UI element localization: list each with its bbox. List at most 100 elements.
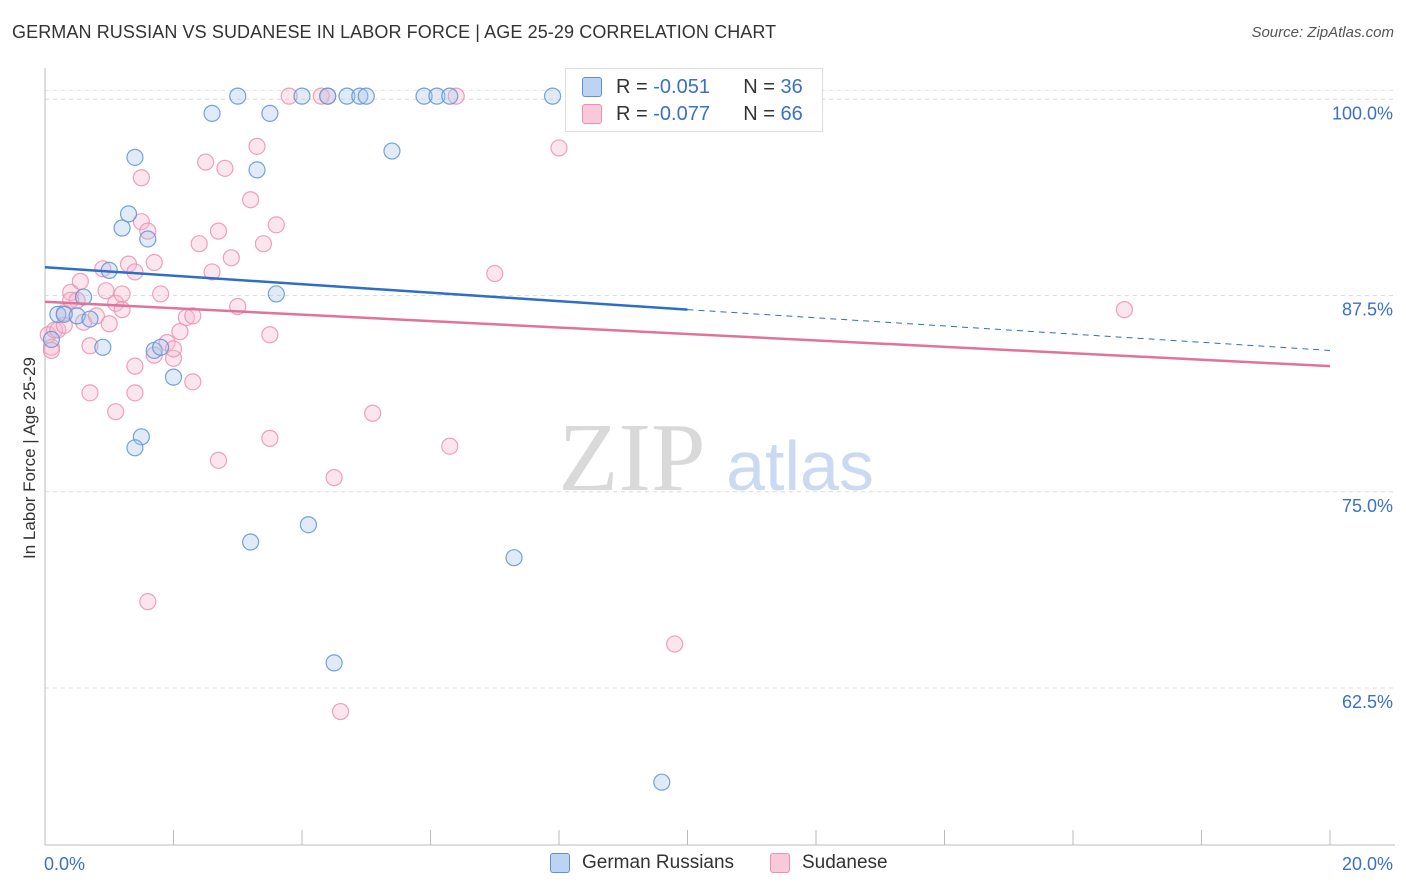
data-point <box>325 654 343 672</box>
data-point <box>81 337 99 355</box>
data-point <box>49 305 67 323</box>
data-point <box>164 368 183 386</box>
data-point <box>364 404 382 422</box>
data-point <box>203 104 221 122</box>
legend-item-german-russians: German Russians <box>550 852 734 874</box>
data-point <box>68 307 86 325</box>
y-tick-label: 62.5% <box>1342 692 1393 712</box>
data-point <box>42 330 61 349</box>
data-point <box>113 219 131 237</box>
data-point <box>550 139 568 157</box>
data-point <box>71 272 89 290</box>
legend-series-name: Sudanese <box>802 852 888 873</box>
data-point <box>81 310 99 328</box>
data-point <box>299 516 318 534</box>
data-point <box>139 230 157 248</box>
data-point <box>190 235 208 253</box>
data-point <box>229 87 247 105</box>
series-legend: German Russians Sudanese <box>0 852 1406 876</box>
data-point <box>126 148 144 166</box>
data-point <box>139 593 157 611</box>
data-point <box>209 451 228 469</box>
legend-row-german-russians: R = -0.051 N = 36 <box>582 75 803 99</box>
data-point <box>126 384 144 402</box>
data-point <box>331 702 350 721</box>
watermark: ZIP atlas <box>559 404 874 512</box>
data-point <box>415 87 433 105</box>
legend-swatch-pink <box>770 853 790 873</box>
watermark-atlas: atlas <box>726 427 874 505</box>
data-point <box>441 87 459 105</box>
data-point <box>126 357 144 375</box>
trend-line-german-russians-extension <box>687 309 1331 351</box>
y-tick-label: 75.0% <box>1342 496 1393 516</box>
data-point <box>164 340 183 358</box>
data-point <box>441 437 459 455</box>
source-label: Source: ZipAtlas.com <box>1251 24 1394 41</box>
trend-line-sudanese <box>44 300 1331 368</box>
data-point <box>132 169 150 187</box>
legend-r-label: R = <box>616 75 648 98</box>
data-point <box>261 429 279 447</box>
data-point <box>164 349 183 367</box>
y-tick-label: 100.0% <box>1332 103 1393 123</box>
legend-row-sudanese: R = -0.077 N = 66 <box>582 102 803 126</box>
data-point <box>222 249 240 267</box>
data-point <box>254 235 273 253</box>
data-point <box>261 326 279 344</box>
data-point <box>184 307 202 325</box>
data-point <box>100 315 118 333</box>
data-point <box>113 285 131 303</box>
data-point <box>209 222 228 240</box>
data-point <box>197 153 215 171</box>
data-point <box>1115 301 1134 319</box>
german-russians-points <box>42 87 671 791</box>
data-point <box>203 263 221 281</box>
x-tick-label: 20.0% <box>1342 854 1393 874</box>
data-point <box>280 87 298 105</box>
axes <box>44 68 1395 846</box>
y-tick-label: 87.5% <box>1342 300 1393 320</box>
data-point <box>107 403 125 421</box>
data-point <box>145 253 163 272</box>
data-point <box>94 338 112 356</box>
correlation-legend: R = -0.051 N = 36 R = -0.077 N = 66 <box>565 68 823 132</box>
data-point <box>113 301 131 319</box>
data-point <box>216 159 234 177</box>
legend-r-value: -0.051 <box>653 75 710 98</box>
legend-swatch-pink <box>582 104 602 124</box>
data-point <box>132 428 150 446</box>
trend-lines <box>44 265 1331 368</box>
data-point <box>312 87 330 105</box>
data-point <box>74 288 93 306</box>
data-point <box>267 285 285 303</box>
data-point <box>338 87 356 105</box>
data-point <box>171 323 189 341</box>
legend-n-label: N = <box>743 75 775 98</box>
x-tick-label: 0.0% <box>44 854 85 874</box>
tick-labels: 62.5% 75.0% 87.5% 100.0% 0.0% 20.0% <box>44 103 1393 874</box>
data-point <box>428 87 446 105</box>
data-point <box>447 87 465 105</box>
data-point <box>119 205 138 223</box>
data-point <box>152 285 170 303</box>
data-point <box>325 469 343 487</box>
data-point <box>107 294 125 312</box>
data-point <box>81 384 99 402</box>
data-point <box>666 635 684 653</box>
data-point <box>242 533 260 551</box>
data-point <box>267 216 285 234</box>
legend-n-value: 36 <box>780 75 803 98</box>
legend-r-value: -0.077 <box>653 102 710 125</box>
data-point <box>486 264 504 283</box>
legend-series-name: German Russians <box>582 852 735 873</box>
data-point <box>248 161 266 179</box>
data-point <box>505 549 523 567</box>
legend-item-sudanese: Sudanese <box>770 852 888 874</box>
data-point <box>261 104 279 122</box>
data-point <box>126 439 144 457</box>
data-point <box>152 338 170 356</box>
data-point <box>383 142 401 160</box>
data-point <box>351 87 369 105</box>
data-point <box>653 773 671 791</box>
